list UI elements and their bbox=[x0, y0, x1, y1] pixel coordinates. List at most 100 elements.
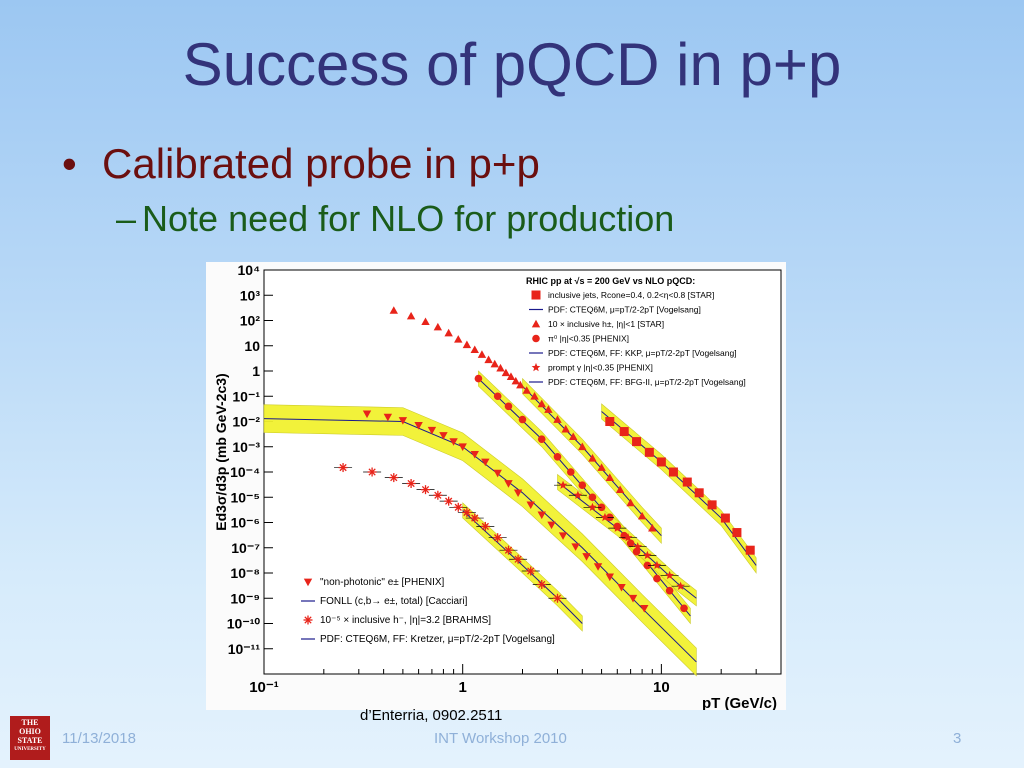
data-point-triangle-up bbox=[444, 328, 453, 337]
data-point-triangle-up bbox=[454, 335, 463, 343]
data-point-asterisk bbox=[444, 496, 454, 506]
data-point-triangle-up bbox=[516, 380, 525, 389]
x-axis-label: pT (GeV/c) bbox=[702, 695, 777, 710]
data-point-triangle-down bbox=[640, 604, 649, 613]
asterisk-stroke bbox=[471, 514, 479, 522]
data-point-triangle-down bbox=[571, 543, 580, 551]
asterisk-stroke bbox=[494, 534, 502, 542]
data-point-triangle-up bbox=[569, 432, 578, 441]
sub-bullet-marker: – bbox=[116, 198, 137, 239]
y-tick-label: 10⁻⁸ bbox=[230, 565, 260, 581]
data-point-asterisk bbox=[462, 507, 472, 517]
asterisk-stroke bbox=[445, 497, 453, 505]
chart-svg: 10⁴ 10³ 10² 10 1 10⁻¹ 10⁻² 10⁻³ 10⁻⁴ 10⁻⁵ 10⁻⁶ 10⁻⁷… bbox=[213, 262, 782, 712]
x-tick-label: 1 bbox=[459, 679, 467, 696]
asterisk-stroke bbox=[553, 594, 562, 602]
plot-credit: d’Enterria, 0902.2511 bbox=[360, 707, 503, 724]
y-tick-label: 10 bbox=[244, 338, 260, 354]
data-point-circle bbox=[504, 402, 513, 411]
y-tick-label: 10⁻⁷ bbox=[231, 540, 260, 556]
data-point-circle bbox=[532, 334, 540, 343]
data-point-circle bbox=[553, 452, 562, 461]
data-point-triangle-up bbox=[506, 372, 516, 380]
asterisk-stroke bbox=[454, 503, 462, 511]
data-point-triangle-up bbox=[648, 523, 657, 532]
data-point-triangle-down bbox=[481, 458, 490, 467]
y-tick-label: 10² bbox=[240, 313, 261, 329]
data-point-triangle-up bbox=[588, 454, 597, 462]
legend-entry: PDF: CTEQ6M, FF: BFG-II, μ=pT/2-2pT [Vog… bbox=[548, 377, 746, 387]
theory-line bbox=[601, 411, 757, 566]
data-point-asterisk bbox=[338, 463, 348, 473]
data-point-circle bbox=[493, 392, 502, 401]
data-point-circle bbox=[653, 574, 661, 583]
data-point-circle bbox=[680, 604, 688, 613]
bullet-marker: • bbox=[62, 140, 77, 187]
sub-bullet-nlo: – Note need for NLO for production bbox=[116, 198, 674, 240]
data-point-triangle-up bbox=[501, 368, 511, 377]
data-point-triangle-up bbox=[389, 306, 398, 314]
data-point-asterisk bbox=[493, 533, 503, 543]
data-point-triangle-up bbox=[462, 340, 472, 349]
data-point-triangle-up bbox=[490, 359, 499, 368]
data-point-star bbox=[633, 542, 643, 551]
x-tick-label: 10⁻¹ bbox=[249, 679, 279, 696]
legend-entry: π⁰ |η|<0.35 [PHENIX] bbox=[548, 334, 629, 344]
slide-number: 3 bbox=[953, 730, 962, 747]
data-point-circle bbox=[665, 586, 674, 595]
data-point-asterisk bbox=[513, 554, 523, 564]
data-point-triangle-down bbox=[383, 413, 393, 422]
data-point-star bbox=[642, 550, 652, 560]
data-point-star bbox=[623, 533, 633, 542]
y-tick-label: 10⁻¹¹ bbox=[228, 641, 261, 657]
x-tick-label: 10 bbox=[653, 679, 670, 696]
footer-event: INT Workshop 2010 bbox=[434, 730, 567, 747]
bullet2-text: Note need for NLO for production bbox=[142, 198, 675, 239]
data-point-triangle-down bbox=[458, 443, 467, 451]
legend-entry: inclusive jets, Rcone=0.4, 0.2<η<0.8 [ST… bbox=[548, 290, 714, 300]
data-point-square bbox=[682, 477, 692, 487]
data-point-asterisk bbox=[537, 580, 547, 590]
legend-entry: FONLL (c,b→ e±, total) [Cacciari] bbox=[320, 596, 468, 607]
y-tick-label: 10⁻² bbox=[232, 414, 260, 430]
data-point-square bbox=[632, 437, 642, 447]
data-point-triangle-up bbox=[537, 399, 546, 408]
data-point-triangle-up bbox=[406, 311, 416, 320]
data-point-circle bbox=[588, 493, 597, 502]
data-point-triangle-up bbox=[553, 415, 562, 423]
data-point-square bbox=[644, 447, 654, 457]
data-point-triangle-down bbox=[362, 410, 372, 419]
data-point-triangle-up bbox=[615, 485, 625, 494]
osu-logo: THE OHIO STATE UNIVERSITY bbox=[10, 716, 50, 760]
data-point-triangle-down bbox=[628, 594, 638, 603]
plot-frame bbox=[263, 269, 782, 675]
data-point-triangle-down bbox=[504, 480, 513, 488]
data-point-triangle-up bbox=[530, 392, 539, 400]
legend-entry: 10 × inclusive h±, |η|<1 [STAR] bbox=[548, 319, 664, 329]
data-point-asterisk bbox=[433, 490, 443, 500]
y-tick-label: 10⁻¹⁰ bbox=[227, 616, 261, 632]
data-point-circle bbox=[643, 561, 652, 570]
data-point-triangle-up bbox=[544, 405, 553, 413]
data-point-circle bbox=[626, 539, 635, 548]
bullet-calibrated-probe: • Calibrated probe in p+p bbox=[62, 140, 540, 188]
y-tick-label: 10⁻³ bbox=[232, 439, 260, 455]
y-tick-label: 10⁻¹ bbox=[232, 388, 260, 404]
data-point-triangle-down bbox=[449, 438, 458, 446]
data-point-triangle-down bbox=[547, 521, 556, 530]
data-point-triangle-up bbox=[470, 345, 479, 354]
legend-header: RHIC pp at √s = 200 GeV vs NLO pQCD: bbox=[526, 276, 695, 286]
data-point-circle bbox=[578, 481, 587, 490]
asterisk-stroke bbox=[504, 546, 513, 554]
data-point-asterisk bbox=[503, 545, 513, 555]
data-point-circle bbox=[474, 374, 483, 383]
data-point-triangle-up bbox=[605, 473, 614, 481]
asterisk-stroke bbox=[368, 468, 376, 476]
asterisk-stroke bbox=[434, 491, 442, 499]
theory-band bbox=[478, 370, 691, 625]
asterisk-stroke bbox=[421, 486, 430, 494]
asterisk-stroke bbox=[481, 522, 489, 531]
data-point-triangle-up bbox=[496, 363, 505, 372]
data-point-circle bbox=[597, 503, 606, 512]
data-point-triangle-up bbox=[484, 355, 493, 364]
